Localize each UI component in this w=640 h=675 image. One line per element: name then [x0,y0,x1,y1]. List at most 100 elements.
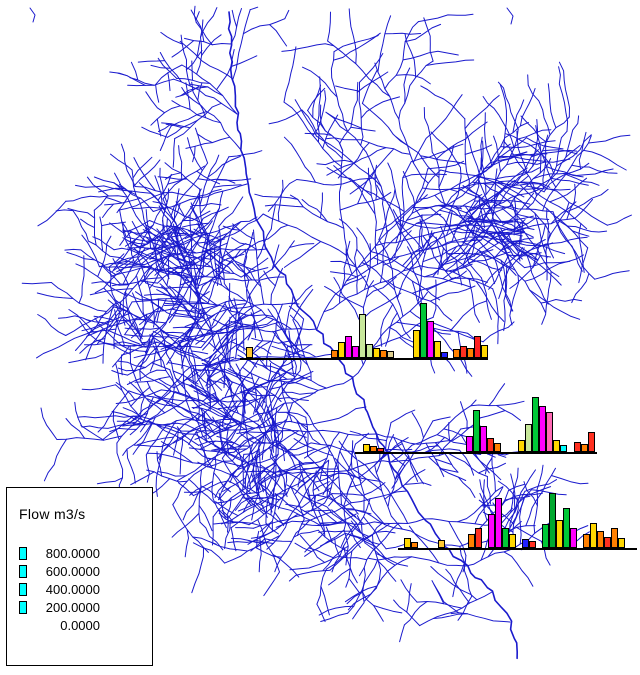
river-segment [197,461,238,478]
river-segment [277,369,293,423]
river-segment [460,401,468,431]
river-segment [127,240,148,245]
river-segment [283,101,342,167]
river-segment [152,183,248,212]
river-segment [151,362,171,371]
river-segment [361,69,378,104]
river-segment [312,84,322,118]
river-segment [363,482,386,496]
river-segment [171,40,195,58]
river-segment [271,244,280,270]
river-segment [264,476,273,513]
river-segment [115,382,136,401]
river-segment [74,401,83,428]
river-segment [279,444,297,470]
river-segment [157,176,188,180]
river-segment [93,209,97,246]
river-segment [532,172,568,180]
river-segment [486,219,526,251]
river-segment [186,378,263,429]
river-segment [289,314,302,330]
river-segment [56,435,123,441]
river-segment [438,204,499,244]
river-segment [274,492,305,516]
river-segment [436,121,488,160]
river-segment [146,381,157,397]
river-segment [553,214,583,272]
river-segment [498,264,511,299]
river-segment [134,376,171,383]
river-segment [97,235,112,278]
river-segment [281,391,316,395]
river-segment [250,371,266,403]
river-segment [302,467,338,470]
river-segment [50,282,108,312]
river-segment [434,194,484,232]
river-segment [99,216,104,252]
river-segment [480,277,492,320]
river-segment [406,213,442,221]
river-segment [394,455,410,480]
river-segment [492,218,520,231]
river-segment [355,432,370,445]
river-segment [75,263,128,297]
river-segment [333,277,365,328]
river-segment [503,551,534,587]
river-segment [392,209,426,255]
river-segment [248,471,303,526]
river-segment [246,279,250,299]
river-segment [244,497,264,507]
river-segment [178,299,203,330]
river-segment [510,242,554,247]
river-segment [432,416,451,422]
river-segment [175,226,183,269]
river-segment [67,208,96,219]
river-segment [455,205,516,271]
river-segment [178,328,318,344]
river-segment [150,105,181,126]
river-segment [170,111,207,127]
river-segment [120,354,123,376]
river-segment [328,495,361,533]
river-segment [368,556,467,567]
river-segment [402,173,447,179]
river-segment [326,147,387,176]
river-segment [488,383,506,407]
river-segment [219,253,245,264]
river-segment [172,138,176,168]
river-segment [324,433,349,504]
river-segment [125,290,133,328]
river-segment [292,319,312,381]
river-segment [333,32,381,61]
river-segment [312,90,327,136]
river-segment [137,208,162,258]
river-segment [340,522,357,548]
river-segment [375,422,392,474]
river-segment [448,422,451,443]
river-segment [37,200,67,227]
river-segment [101,221,126,227]
river-segment [425,59,475,66]
river-segment [188,314,216,351]
river-segment [349,430,387,442]
river-segment [198,469,202,523]
river-segment [132,156,153,179]
river-segment [251,431,307,483]
river-segment [372,285,411,339]
river-segment [482,230,523,237]
river-segment [110,153,133,171]
river-segment [520,115,547,143]
river-segment [255,437,261,476]
river-segment [43,438,67,482]
river-segment [269,471,282,497]
river-segment [289,194,345,229]
river-segment [140,280,159,284]
legend-swatch [19,600,27,614]
river-segment [160,389,246,430]
river-segment [242,18,286,35]
river-segment [221,356,261,427]
river-segment [432,279,437,318]
river-segment [115,363,123,391]
river-segment [187,137,203,171]
